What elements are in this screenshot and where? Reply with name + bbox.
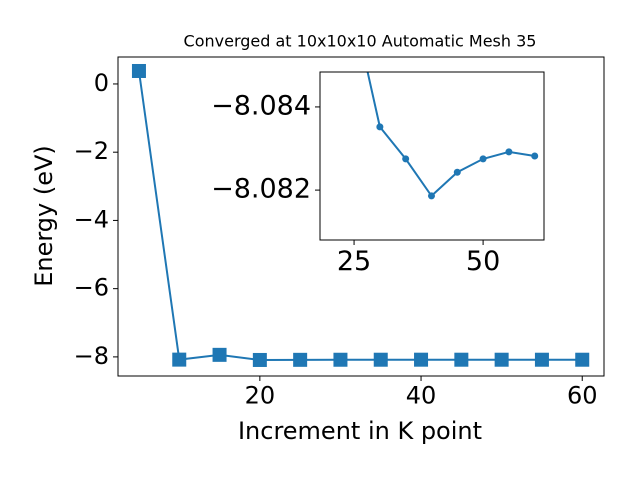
marker [351,8,358,15]
marker [427,192,435,200]
marker [453,168,461,176]
y-tick-label: −6 [74,274,109,302]
marker [531,152,539,160]
marker [252,352,267,367]
y-axis-label: Energy (eV) [30,145,58,287]
y-tick-label: 0 [94,69,109,97]
marker [454,352,469,367]
marker [333,352,348,367]
marker [414,352,429,367]
marker [373,352,388,367]
axes-frame [319,71,545,241]
marker [505,148,513,156]
plot-area [320,72,544,240]
x-tick-label: 50 [466,246,500,277]
y-tick-label: −8.084 [211,90,311,121]
marker [376,123,384,131]
series-line [366,72,535,198]
marker [293,352,308,367]
x-tick-label: 20 [245,382,276,410]
x-axis-label: Increment in K point [238,417,482,445]
marker [212,347,227,362]
x-tick-label: 25 [337,246,371,277]
marker [172,352,187,367]
y-tick-label: −2 [74,137,109,165]
y-tick-label: −8.082 [211,174,311,205]
y-tick-label: −4 [74,205,109,233]
marker [131,63,146,78]
marker [402,155,410,163]
y-tick-label: −8 [74,342,109,370]
axes-frame [117,56,605,377]
x-tick-label: 60 [567,382,598,410]
marker [575,352,590,367]
plot-layer [351,8,539,200]
marker [534,352,549,367]
plot-layer [131,63,590,367]
x-tick-label: 40 [406,382,437,410]
chart-title: Converged at 10x10x10 Automatic Mesh 35 [184,32,537,51]
marker [479,155,487,163]
marker [494,352,509,367]
